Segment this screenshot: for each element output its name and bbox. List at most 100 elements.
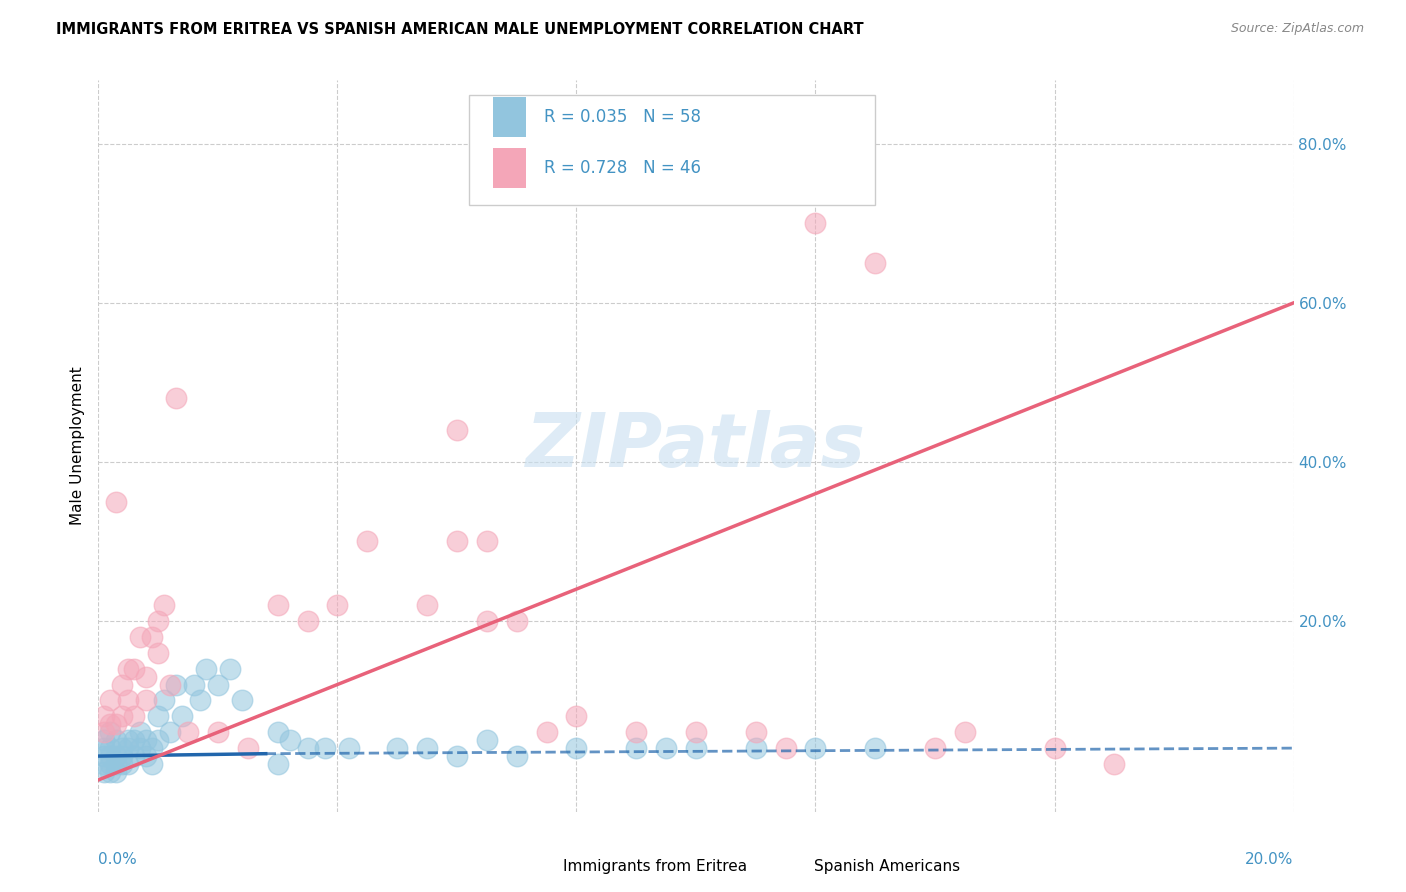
Point xyxy=(804,741,827,756)
Point xyxy=(536,725,558,739)
Point xyxy=(111,709,134,723)
Point xyxy=(93,733,115,747)
Point xyxy=(297,741,319,756)
Point xyxy=(865,256,887,270)
Point xyxy=(475,534,498,549)
Point xyxy=(172,709,194,723)
Point xyxy=(124,733,146,747)
Point xyxy=(385,741,409,756)
Point xyxy=(98,717,122,731)
Point xyxy=(339,741,360,756)
Bar xyxy=(523,853,548,880)
Point xyxy=(98,741,122,756)
Point xyxy=(446,749,468,764)
Point xyxy=(506,614,529,628)
Point xyxy=(236,741,259,756)
Point xyxy=(117,733,139,747)
Point xyxy=(177,725,200,739)
Point xyxy=(148,646,170,660)
Point xyxy=(111,749,134,764)
Point xyxy=(165,677,187,691)
Point xyxy=(506,749,529,764)
Bar xyxy=(773,853,800,880)
Text: Immigrants from Eritrea: Immigrants from Eritrea xyxy=(564,859,748,874)
Point xyxy=(93,764,115,779)
Point xyxy=(93,725,115,739)
Point xyxy=(105,733,128,747)
Point xyxy=(111,741,134,756)
Point xyxy=(117,662,139,676)
Point xyxy=(129,630,152,644)
Point xyxy=(135,669,157,683)
Point xyxy=(565,741,588,756)
Point xyxy=(446,534,468,549)
Point xyxy=(129,741,152,756)
Point xyxy=(93,749,115,764)
Point xyxy=(416,598,439,612)
Y-axis label: Male Unemployment: Male Unemployment xyxy=(69,367,84,525)
Point xyxy=(117,757,139,772)
Point xyxy=(624,741,647,756)
Point xyxy=(416,741,439,756)
Point xyxy=(93,709,115,723)
Point xyxy=(745,741,768,756)
Point xyxy=(141,757,163,772)
Point xyxy=(804,216,827,230)
Point xyxy=(141,741,163,756)
Point xyxy=(93,757,115,772)
Point xyxy=(111,677,134,691)
Point xyxy=(159,677,181,691)
Point xyxy=(475,614,498,628)
Point xyxy=(267,598,290,612)
Point xyxy=(165,392,187,406)
Point xyxy=(1043,741,1066,756)
Point xyxy=(124,709,146,723)
Point xyxy=(356,534,378,549)
Point xyxy=(315,741,337,756)
Point xyxy=(124,662,146,676)
Text: 20.0%: 20.0% xyxy=(1246,852,1294,867)
Point xyxy=(135,733,157,747)
Point xyxy=(135,749,157,764)
Text: R = 0.035   N = 58: R = 0.035 N = 58 xyxy=(544,108,702,126)
Point xyxy=(475,733,498,747)
Text: 0.0%: 0.0% xyxy=(98,852,138,867)
Point xyxy=(775,741,797,756)
Point xyxy=(231,693,253,707)
Point xyxy=(624,725,647,739)
Point xyxy=(446,423,468,437)
Point xyxy=(148,733,170,747)
Point xyxy=(153,693,176,707)
Point xyxy=(267,725,290,739)
Point xyxy=(98,764,122,779)
Point xyxy=(159,725,181,739)
Point xyxy=(188,693,211,707)
Point xyxy=(148,614,170,628)
Text: R = 0.728   N = 46: R = 0.728 N = 46 xyxy=(544,159,702,177)
Point xyxy=(105,717,128,731)
Bar xyxy=(494,148,526,188)
Point xyxy=(117,741,139,756)
Point xyxy=(745,725,768,739)
Point xyxy=(655,741,678,756)
Point xyxy=(148,709,170,723)
Point xyxy=(105,749,128,764)
Point xyxy=(278,733,301,747)
Point xyxy=(98,757,122,772)
Point xyxy=(105,764,128,779)
Bar xyxy=(494,96,526,137)
FancyBboxPatch shape xyxy=(470,95,875,204)
Point xyxy=(105,757,128,772)
Point xyxy=(1104,757,1126,772)
Point xyxy=(183,677,205,691)
Point xyxy=(326,598,349,612)
Point xyxy=(267,757,290,772)
Point xyxy=(105,494,128,508)
Point xyxy=(141,630,163,644)
Text: IMMIGRANTS FROM ERITREA VS SPANISH AMERICAN MALE UNEMPLOYMENT CORRELATION CHART: IMMIGRANTS FROM ERITREA VS SPANISH AMERI… xyxy=(56,22,863,37)
Point xyxy=(135,693,157,707)
Point xyxy=(111,757,134,772)
Point xyxy=(98,749,122,764)
Point xyxy=(953,725,976,739)
Point xyxy=(219,662,242,676)
